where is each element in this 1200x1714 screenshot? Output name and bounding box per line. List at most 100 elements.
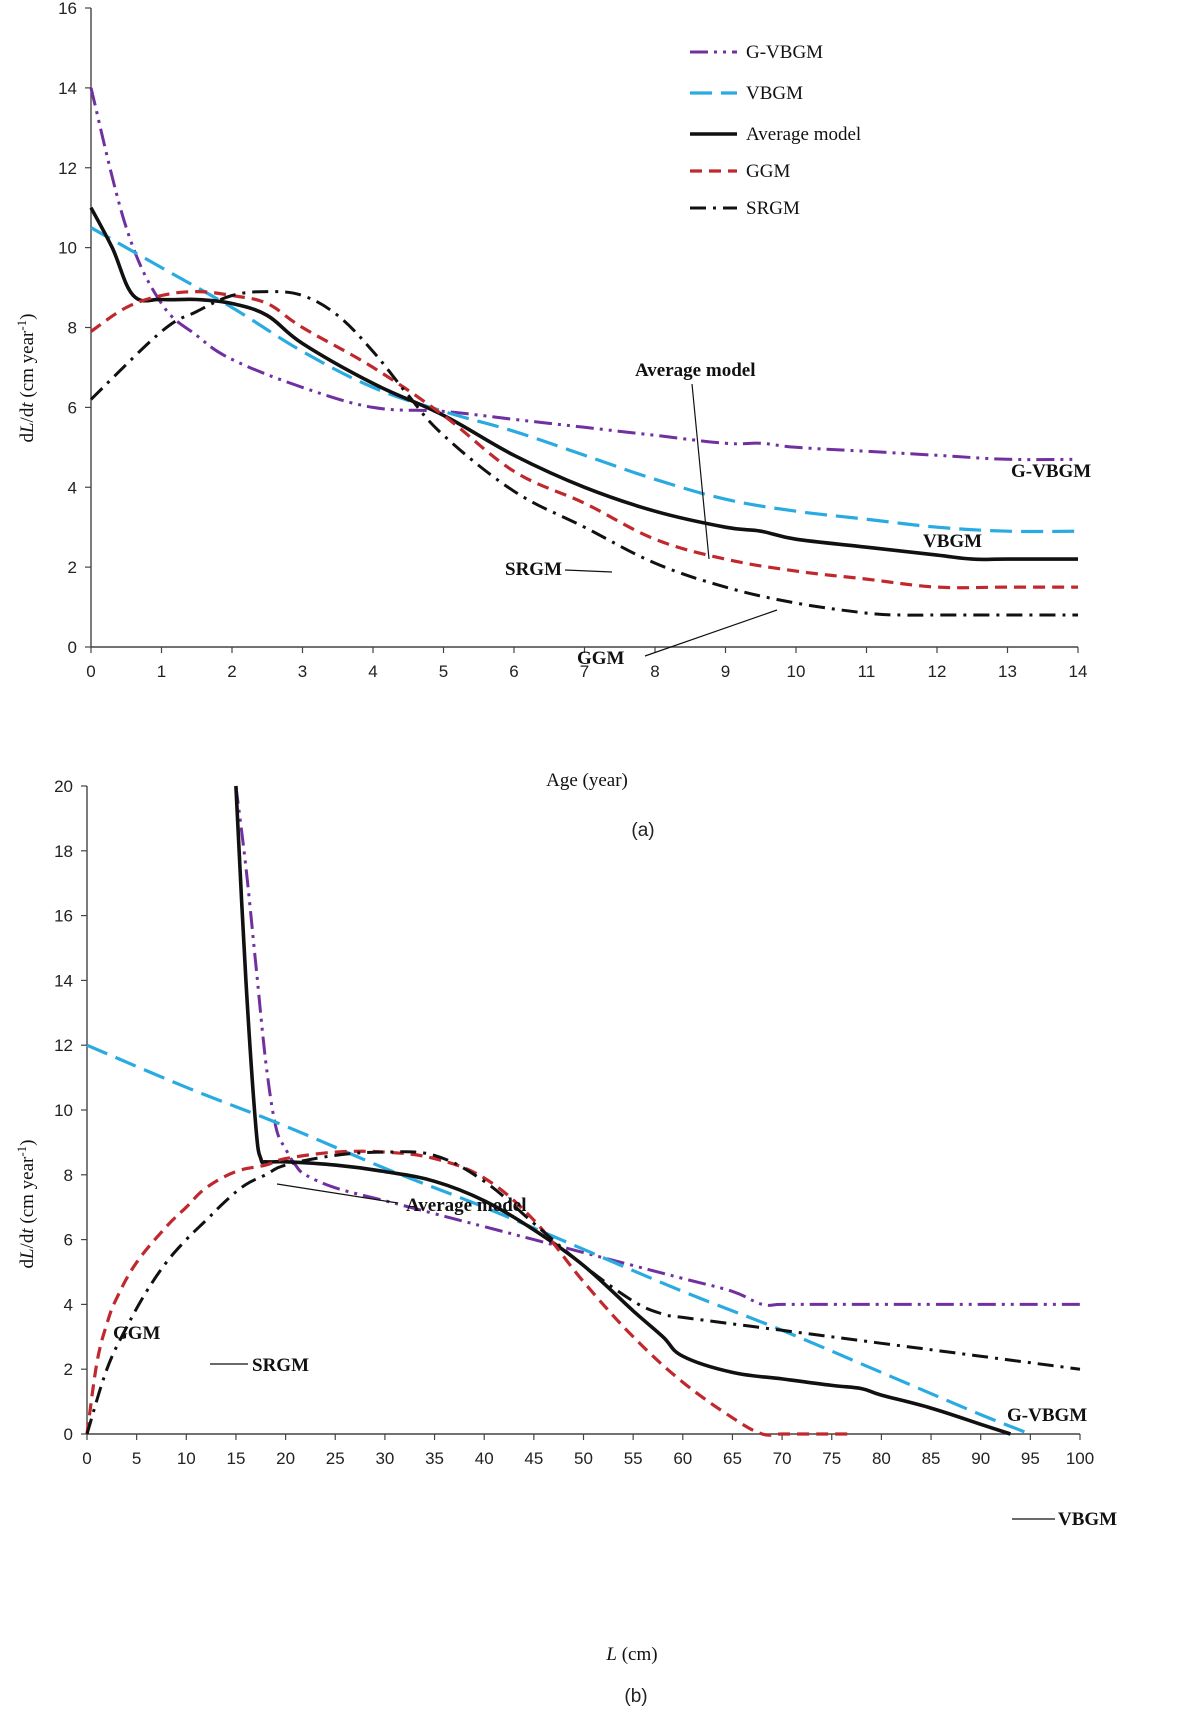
x-tick-label: 30 — [375, 1449, 394, 1468]
annotation-vbgm-b: VBGM — [1058, 1509, 1117, 1530]
x-tick-label: 60 — [673, 1449, 692, 1468]
annotation-ggm: GGM — [577, 648, 625, 669]
y-tick-label: 12 — [58, 159, 77, 178]
x-tick-label: 7 — [580, 662, 589, 681]
y-tick-label: 14 — [58, 79, 77, 98]
x-tick-label: 2 — [227, 662, 236, 681]
x-tick-label: 55 — [624, 1449, 643, 1468]
x-tick-label: 1 — [157, 662, 166, 681]
y-tick-label: 4 — [64, 1295, 73, 1314]
y-tick-label: 14 — [54, 971, 73, 990]
y-tick-label: 12 — [54, 1036, 73, 1055]
x-tick-label: 10 — [787, 662, 806, 681]
x-tick-label: 50 — [574, 1449, 593, 1468]
series-line-ggm-b — [85, 1149, 852, 1437]
y-tick-label: 16 — [58, 0, 77, 18]
x-tick-label: 4 — [368, 662, 377, 681]
y-tick-label: 4 — [68, 478, 77, 497]
series-line-average-model-b — [234, 785, 1012, 1436]
series-line-g-vbgm-a — [89, 87, 1079, 462]
annotation-g-vbgm-b: G-VBGM — [1007, 1405, 1087, 1426]
legend-label-srgm: SRGM — [746, 198, 800, 219]
panel-b-axes: 0 2 4 6 8 10 12 14 16 18 20 0 5 10 15 20 25 30 35 40 45 50 55 6… — [54, 777, 1094, 1468]
x-tick-label: 80 — [872, 1449, 891, 1468]
panel-label-b: (b) — [624, 1686, 647, 1707]
y-tick-label: 0 — [64, 1425, 73, 1444]
x-tick-label: 15 — [226, 1449, 245, 1468]
x-tick-label: 6 — [509, 662, 518, 681]
x-tick-label: 14 — [1069, 662, 1088, 681]
panel-b-series — [85, 785, 1081, 1437]
x-tick-label: 70 — [773, 1449, 792, 1468]
x-tick-label: 85 — [922, 1449, 941, 1468]
y-tick-label: 16 — [54, 907, 73, 926]
x-tick-label: 9 — [721, 662, 730, 681]
panel-a-annotations: Average model G-VBGM VBGM SRGM GGM — [505, 360, 1091, 669]
series-line-srgm-a — [89, 290, 1078, 617]
x-tick-label: 11 — [858, 662, 876, 681]
y-tick-label: 10 — [58, 239, 77, 258]
annotation-leader-average-model-b — [276, 1183, 399, 1204]
x-tick-label: 40 — [475, 1449, 494, 1468]
y-tick-label: 6 — [68, 398, 77, 417]
series-line-g-vbgm-b — [234, 785, 1080, 1307]
panel-a-series — [89, 87, 1079, 617]
x-tick-label: 20 — [276, 1449, 295, 1468]
x-tick-label: 3 — [298, 662, 307, 681]
x-tick-label: 0 — [86, 662, 95, 681]
y-tick-label: 0 — [68, 638, 77, 657]
y-tick-label: 6 — [64, 1231, 73, 1250]
x-tick-label: 45 — [524, 1449, 543, 1468]
x-tick-label: 90 — [971, 1449, 990, 1468]
x-tick-label: 12 — [928, 662, 947, 681]
x-tick-label: 10 — [177, 1449, 196, 1468]
x-tick-label: 0 — [82, 1449, 91, 1468]
x-axis-label-a: Age (year) — [546, 770, 628, 791]
series-line-average-model-a — [89, 206, 1078, 562]
y-axis-label-b: dL/dt (cm year-1) — [14, 1139, 39, 1268]
legend-label-g-vbgm: G-VBGM — [746, 42, 823, 63]
legend-label-vbgm: VBGM — [746, 83, 803, 104]
annotation-average-model-b: Average model — [406, 1195, 526, 1216]
annotation-leader-average-model — [691, 383, 710, 560]
x-tick-label: 65 — [723, 1449, 742, 1468]
x-tick-label: 13 — [998, 662, 1017, 681]
annotation-vbgm: VBGM — [923, 531, 982, 552]
x-tick-label: 75 — [822, 1449, 841, 1468]
annotation-srgm: SRGM — [505, 559, 562, 580]
y-tick-label: 2 — [64, 1360, 73, 1379]
annotation-average-model: Average model — [635, 360, 755, 381]
y-tick-label: 8 — [68, 319, 77, 338]
x-tick-label: 25 — [326, 1449, 345, 1468]
y-axis-label-a: dL/dt (cm year-1) — [14, 313, 39, 442]
legend-label-average-model: Average model — [746, 124, 861, 145]
annotation-srgm-b: SRGM — [252, 1355, 309, 1376]
x-tick-label: 5 — [132, 1449, 141, 1468]
series-line-ggm-a — [90, 290, 1078, 590]
series-line-vbgm-a — [90, 226, 1079, 534]
x-tick-label: 100 — [1066, 1449, 1094, 1468]
y-tick-label: 10 — [54, 1101, 73, 1120]
annotation-ggm-b: GGM — [113, 1323, 161, 1344]
series-line-srgm-b — [85, 1150, 1081, 1435]
x-tick-label: 8 — [650, 662, 659, 681]
y-tick-label: 8 — [64, 1166, 73, 1185]
y-tick-label: 20 — [54, 777, 73, 796]
panel-b: 0 2 4 6 8 10 12 14 16 18 20 0 5 10 15 20 25 30 35 40 45 50 55 6… — [14, 777, 1118, 1707]
annotation-leader-srgm — [564, 569, 613, 573]
panel-label-a: (a) — [631, 820, 654, 841]
y-tick-label: 2 — [68, 558, 77, 577]
series-line-vbgm-b — [86, 1043, 1031, 1436]
legend: G-VBGM VBGM Average model GGM SRGM — [690, 42, 861, 219]
annotation-leader-ggm — [644, 609, 778, 657]
y-tick-label: 18 — [54, 842, 73, 861]
annotation-g-vbgm: G-VBGM — [1011, 461, 1091, 482]
x-tick-label: 35 — [425, 1449, 444, 1468]
x-axis-label-b: L (cm) — [605, 1644, 657, 1665]
x-tick-label: 5 — [439, 662, 448, 681]
x-tick-label: 95 — [1021, 1449, 1040, 1468]
legend-label-ggm: GGM — [746, 161, 790, 182]
